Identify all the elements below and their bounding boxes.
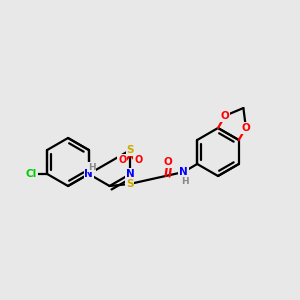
Text: O: O [163, 157, 172, 167]
Text: H: H [88, 163, 96, 172]
Text: O: O [118, 155, 127, 165]
Text: N: N [84, 169, 93, 179]
Text: O: O [242, 123, 250, 133]
Text: Cl: Cl [26, 169, 37, 179]
Text: H: H [181, 176, 188, 185]
Text: O: O [134, 155, 142, 165]
Text: S: S [126, 179, 133, 189]
Text: O: O [221, 111, 230, 121]
Text: N: N [126, 169, 135, 179]
Text: N: N [179, 167, 188, 177]
Text: S: S [127, 145, 134, 155]
